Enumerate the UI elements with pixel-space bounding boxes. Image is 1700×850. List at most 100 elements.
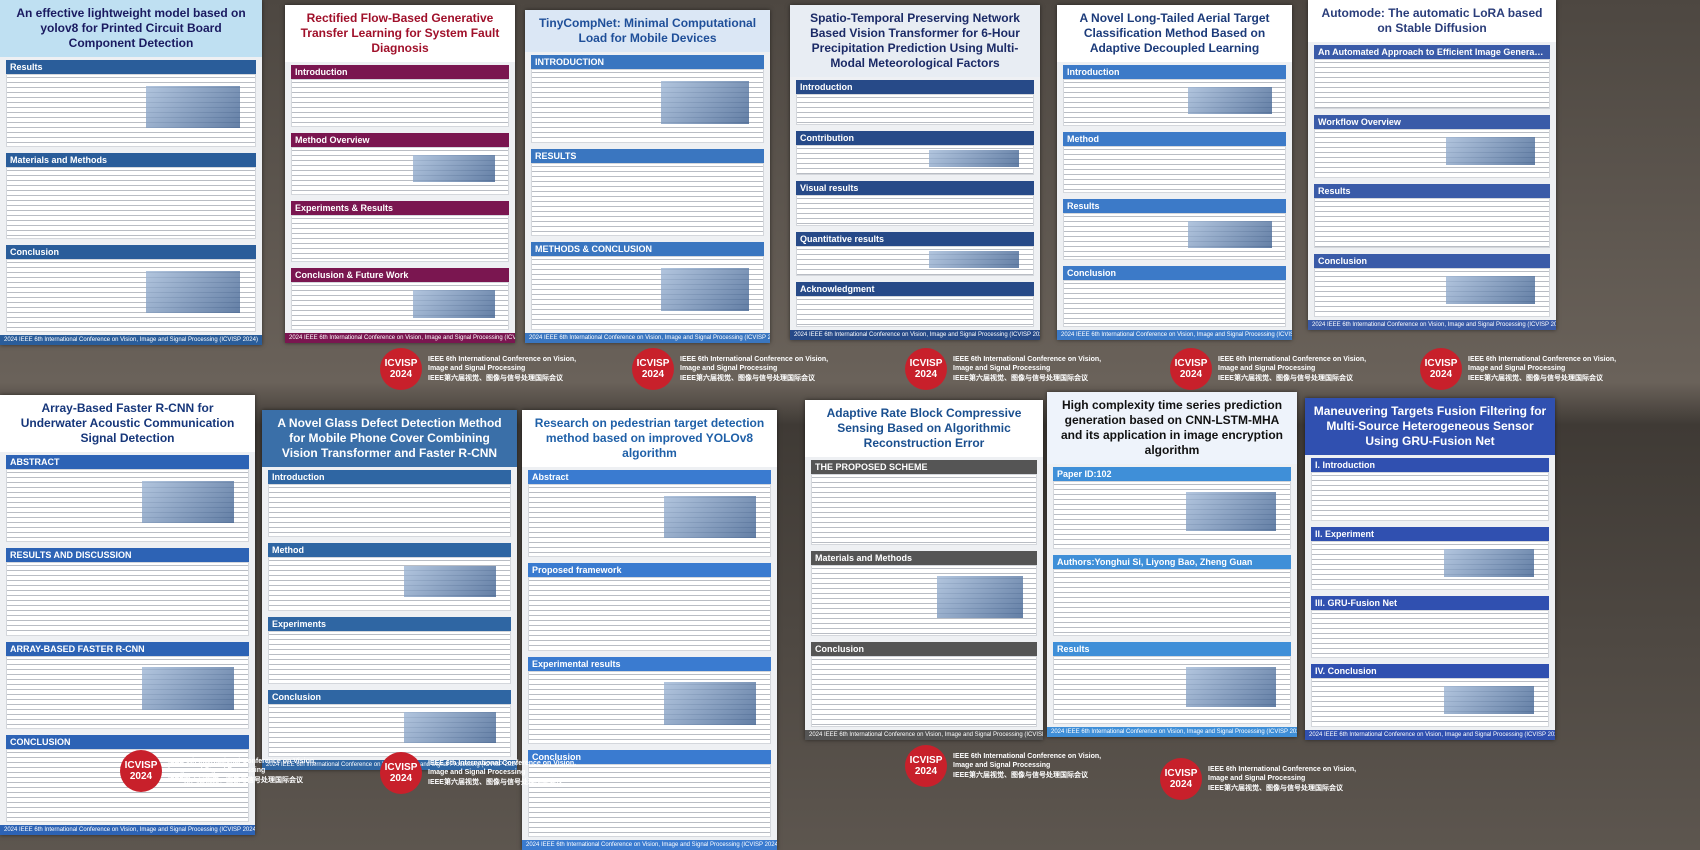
conference-banner: ICVISP 2024 IEEE 6th International Confere… bbox=[120, 750, 338, 792]
poster-section: Introduction bbox=[796, 80, 1034, 125]
section-body bbox=[796, 144, 1034, 176]
poster: An effective lightweight model based on … bbox=[0, 0, 262, 345]
poster-title: A Novel Long-Tailed Aerial Target Classi… bbox=[1057, 5, 1292, 62]
conference-name: IEEE 6th International Conference on Vis… bbox=[1468, 356, 1617, 373]
poster-section: Introduction bbox=[291, 65, 509, 127]
conference-banner: ICVISP 2024 IEEE 6th International Confere… bbox=[1170, 348, 1388, 390]
section-heading: Introduction bbox=[268, 470, 511, 484]
poster-section: THE PROPOSED SCHEME bbox=[811, 460, 1037, 545]
section-body bbox=[291, 146, 509, 195]
conference-name-cn: IEEE第六届视觉、图像与信号处理国际会议 bbox=[680, 374, 815, 382]
banner-text: IEEE 6th International Conference on Vis… bbox=[1208, 765, 1378, 792]
section-body bbox=[528, 577, 771, 651]
section-heading: Introduction bbox=[796, 80, 1034, 94]
logo-year: 2024 bbox=[914, 766, 938, 777]
logo-text: ICVISP bbox=[636, 358, 670, 369]
poster-title: Automode: The automatic LoRA based on St… bbox=[1308, 0, 1556, 42]
section-body bbox=[6, 166, 256, 240]
poster-section: Method Overview bbox=[291, 132, 509, 195]
section-body bbox=[1053, 568, 1291, 637]
section-body bbox=[811, 565, 1037, 636]
poster-footer: 2024 IEEE 6th International Conference o… bbox=[522, 840, 777, 850]
section-body bbox=[268, 703, 511, 757]
figure bbox=[661, 268, 750, 312]
banner-text: IEEE 6th International Conference on Vis… bbox=[428, 355, 598, 382]
conference-name-cn: IEEE第六届视觉、图像与信号处理国际会议 bbox=[168, 776, 303, 784]
conference-banner: ICVISP 2024 IEEE 6th International Confere… bbox=[1160, 758, 1378, 800]
section-body bbox=[1311, 678, 1549, 727]
figure bbox=[403, 712, 496, 744]
section-body bbox=[796, 245, 1034, 277]
section-body bbox=[1063, 79, 1286, 126]
figure bbox=[1186, 667, 1276, 707]
section-heading: Method bbox=[1063, 132, 1286, 146]
poster-section: Quantitative results bbox=[796, 231, 1034, 277]
figure bbox=[403, 565, 496, 597]
conference-logo: ICVISP 2024 bbox=[380, 752, 422, 794]
poster-section: Experiments bbox=[268, 616, 511, 684]
conference-name-cn: IEEE第六届视觉、图像与信号处理国际会议 bbox=[428, 778, 563, 786]
poster: TinyCompNet: Minimal Computational Load … bbox=[525, 10, 770, 343]
section-heading: ARRAY-BASED FASTER R-CNN bbox=[6, 641, 249, 656]
poster: High complexity time series prediction g… bbox=[1047, 392, 1297, 737]
conference-name: IEEE 6th International Conference on Vis… bbox=[428, 760, 577, 777]
logo-year: 2024 bbox=[389, 369, 413, 380]
logo-text: ICVISP bbox=[384, 358, 418, 369]
section-body bbox=[291, 79, 509, 127]
poster-section: Proposed framework bbox=[528, 563, 771, 651]
conference-name: IEEE 6th International Conference on Vis… bbox=[1208, 766, 1357, 783]
section-heading: Experimental results bbox=[528, 656, 771, 671]
section-heading: Conclusion bbox=[6, 245, 256, 260]
conference-name-cn: IEEE第六届视觉、图像与信号处理国际会议 bbox=[1468, 374, 1603, 382]
conference-logo: ICVISP 2024 bbox=[905, 348, 947, 390]
figure bbox=[661, 80, 750, 124]
section-body bbox=[291, 214, 509, 263]
section-heading: Method Overview bbox=[291, 132, 509, 147]
section-heading: III. GRU-Fusion Net bbox=[1311, 595, 1549, 610]
section-body bbox=[6, 259, 256, 333]
poster-footer: 2024 IEEE 6th International Conference o… bbox=[790, 329, 1040, 340]
section-body bbox=[528, 763, 771, 837]
logo-text: ICVISP bbox=[909, 755, 943, 766]
section-body bbox=[796, 296, 1034, 327]
section-heading: Conclusion bbox=[1314, 253, 1550, 268]
section-body bbox=[796, 94, 1034, 125]
poster-section: Conclusion bbox=[811, 642, 1037, 727]
logo-year: 2024 bbox=[914, 369, 938, 380]
section-body bbox=[1314, 59, 1550, 109]
section-heading: METHODS & CONCLUSION bbox=[531, 242, 764, 257]
section-heading: Results bbox=[1314, 184, 1550, 198]
section-heading: Method bbox=[268, 543, 511, 558]
section-body bbox=[1314, 198, 1550, 248]
section-body bbox=[531, 256, 764, 331]
section-body bbox=[531, 162, 764, 237]
poster-footer: 2024 IEEE 6th International Conference o… bbox=[1308, 320, 1556, 330]
section-heading: Contribution bbox=[796, 130, 1034, 145]
figure bbox=[1186, 491, 1276, 532]
section-body bbox=[811, 474, 1037, 545]
poster: Automode: The automatic LoRA based on St… bbox=[1308, 0, 1556, 330]
poster-section: Method bbox=[268, 543, 511, 611]
figure bbox=[141, 480, 234, 524]
poster-section: Results bbox=[1063, 199, 1286, 260]
banner-text: IEEE 6th International Conference on Vis… bbox=[680, 355, 850, 382]
poster-title: Research on pedestrian target detection … bbox=[522, 410, 777, 467]
figure bbox=[937, 576, 1023, 618]
conference-banner: ICVISP 2024 IEEE 6th International Confere… bbox=[380, 752, 598, 794]
poster-section: II. Experiment bbox=[1311, 526, 1549, 590]
poster-section: Experiments & Results bbox=[291, 200, 509, 263]
section-heading: ABSTRACT bbox=[6, 455, 249, 469]
poster-section: Materials and Methods bbox=[811, 551, 1037, 636]
logo-text: ICVISP bbox=[1424, 358, 1458, 369]
poster: Maneuvering Targets Fusion Filtering for… bbox=[1305, 398, 1555, 740]
poster-footer: 2024 IEEE 6th International Conference o… bbox=[0, 335, 262, 345]
logo-text: ICVISP bbox=[384, 762, 418, 773]
poster-section: Visual results bbox=[796, 181, 1034, 226]
poster-footer: 2024 IEEE 6th International Conference o… bbox=[285, 333, 515, 343]
poster-section: Conclusion & Future Work bbox=[291, 268, 509, 330]
conference-logo: ICVISP 2024 bbox=[632, 348, 674, 390]
section-body bbox=[268, 630, 511, 684]
poster-footer: 2024 IEEE 6th International Conference o… bbox=[0, 825, 255, 835]
section-body bbox=[1311, 472, 1549, 521]
poster-section: ARRAY-BASED FASTER R-CNN bbox=[6, 641, 249, 729]
